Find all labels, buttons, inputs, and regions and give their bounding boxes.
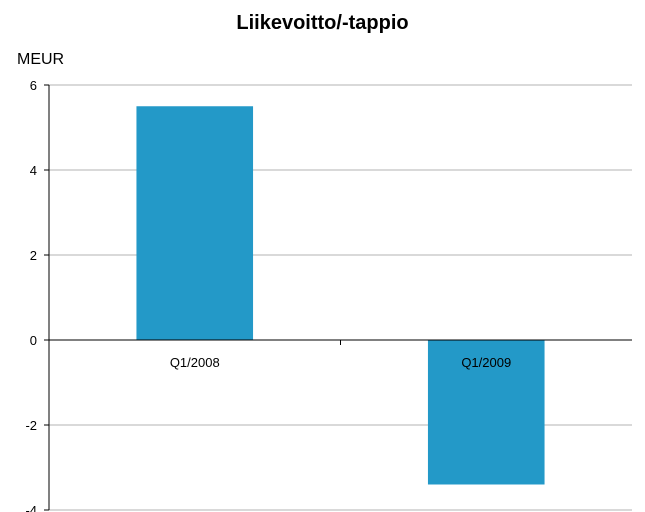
y-axis-unit-label: MEUR	[17, 51, 65, 68]
labels: -4 -2 0 2 4 6 Q1/2008 Q1/2009	[25, 78, 511, 512]
y-tick-label: 2	[30, 248, 37, 263]
y-tick-label: 0	[30, 333, 37, 348]
axes	[44, 84, 632, 511]
bars	[136, 106, 545, 485]
y-tick-label: 6	[30, 78, 37, 93]
y-tick-label: 4	[30, 163, 37, 178]
y-tick-label: -2	[25, 418, 37, 433]
chart-title: Liikevoitto/-tappio	[236, 12, 409, 34]
category-label: Q1/2008	[170, 355, 220, 370]
bar	[136, 106, 254, 340]
bar	[427, 340, 545, 485]
y-tick-label: -4	[25, 503, 37, 512]
category-label: Q1/2009	[461, 355, 511, 370]
